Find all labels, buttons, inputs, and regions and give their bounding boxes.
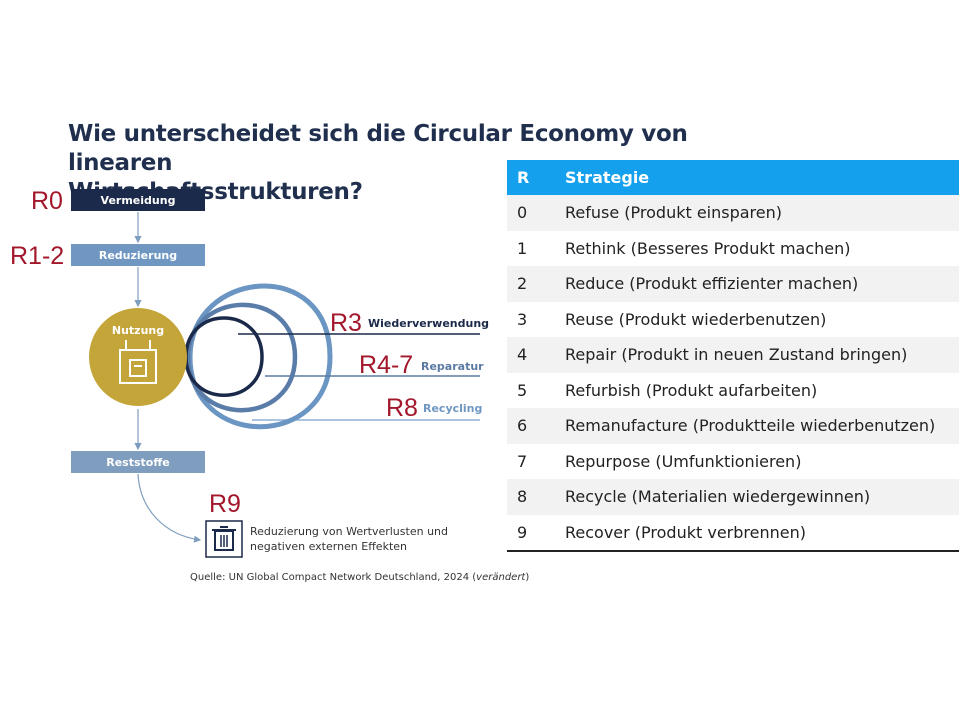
- loop-wiederverwendung-ring: [184, 316, 264, 397]
- header-strategie: Strategie: [565, 160, 959, 195]
- nutzung-circle: [89, 308, 187, 406]
- table-cell-strategie: Repair (Produkt in neuen Zustand bringen…: [565, 337, 959, 373]
- table-cell-strategie: Remanufacture (Produktteile wiederbenutz…: [565, 408, 959, 444]
- loop-recycling-ring: [187, 283, 333, 430]
- table-row: 7 Repurpose (Umfunktionieren): [507, 443, 959, 479]
- table-cell-r: 2: [507, 266, 565, 302]
- table-cell-strategie: Refurbish (Produkt aufarbeiten): [565, 372, 959, 408]
- source-italic: verändert: [476, 572, 526, 583]
- reparatur-label: Reparatur: [421, 360, 484, 373]
- table-cell-r: 4: [507, 337, 565, 373]
- table-row: 5 Refurbish (Produkt aufarbeiten): [507, 372, 959, 408]
- header-r: R: [507, 160, 565, 195]
- table-cell-r: 3: [507, 301, 565, 337]
- table-cell-strategie: Recover (Produkt verbrennen): [565, 514, 959, 552]
- reduzierung-box: Reduzierung: [71, 244, 205, 266]
- table-cell-strategie: Rethink (Besseres Produkt machen): [565, 230, 959, 266]
- table-cell-strategie: Repurpose (Umfunktionieren): [565, 443, 959, 479]
- nutzung-label: Nutzung: [111, 323, 165, 337]
- table-row: 6 Remanufacture (Produktteile wiederbenut…: [507, 408, 959, 444]
- table-cell-strategie: Reduce (Produkt effizienter machen): [565, 266, 959, 302]
- table-cell-strategie: Refuse (Produkt einsparen): [565, 195, 959, 231]
- r8-label: R8: [386, 394, 418, 422]
- source-citation: Quelle: UN Global Compact Network Deutsc…: [190, 572, 529, 583]
- factory-icon: [119, 340, 157, 384]
- table-cell-r: 7: [507, 443, 565, 479]
- r4-7-label: R4-7: [359, 351, 414, 379]
- r0-label: R0: [31, 187, 63, 215]
- reststoffe-box: Reststoffe: [71, 451, 205, 473]
- recycling-label: Recycling: [423, 402, 483, 415]
- table-cell-strategie: Reuse (Produkt wiederbenutzen): [565, 301, 959, 337]
- table-cell-r: 8: [507, 479, 565, 515]
- trash-text-line-2: negativen externen Effekten: [250, 540, 407, 553]
- table-cell-r: 0: [507, 195, 565, 231]
- r1-2-label: R1-2: [10, 242, 65, 270]
- table-cell-r: 6: [507, 408, 565, 444]
- trash-text-line-1: Reduzierung von Wertverlusten und: [250, 525, 448, 538]
- slide-title: Wie unterscheidet sich die Circular Econ…: [68, 120, 768, 207]
- vermeidung-box: Vermeidung: [71, 189, 205, 211]
- table-cell-r: 9: [507, 514, 565, 552]
- table-row: 9 Recover (Produkt verbrennen): [507, 514, 959, 552]
- r3-label: R3: [330, 309, 362, 337]
- table-row: 0 Refuse (Produkt einsparen): [507, 195, 959, 231]
- table-header-row: R Strategie: [507, 160, 959, 195]
- source-text: Quelle: UN Global Compact Network Deutsc…: [190, 572, 477, 583]
- title-line-1: Wie unterscheidet sich die Circular Econ…: [68, 121, 688, 176]
- connector-reststoffe-trash: [137, 473, 202, 543]
- table-cell-strategie: Recycle (Materialien wiedergewinnen): [565, 479, 959, 515]
- r-strategies-table: R Strategie 0 Refuse (Produkt einsparen) 1…: [507, 160, 959, 552]
- trash-icon: [205, 520, 243, 558]
- table-cell-r: 1: [507, 230, 565, 266]
- table-body: 0 Refuse (Produkt einsparen) 1 Rethink (Bes…: [507, 195, 959, 552]
- loop-reparatur-ring: [185, 302, 298, 413]
- table-row: 1 Rethink (Besseres Produkt machen): [507, 230, 959, 266]
- table-row: 3 Reuse (Produkt wiederbenutzen): [507, 301, 959, 337]
- table-row: 2 Reduce (Produkt effizienter machen): [507, 266, 959, 302]
- trash-description: Reduzierung von Wertverlusten und negati…: [250, 524, 448, 554]
- table-row: 4 Repair (Produkt in neuen Zustand bringe…: [507, 337, 959, 373]
- wiederverwendung-label: Wiederverwendung: [368, 317, 490, 330]
- table-row: 8 Recycle (Materialien wiedergewinnen): [507, 479, 959, 515]
- source-close: ): [525, 572, 530, 583]
- r9-label: R9: [209, 490, 241, 518]
- table-cell-r: 5: [507, 372, 565, 408]
